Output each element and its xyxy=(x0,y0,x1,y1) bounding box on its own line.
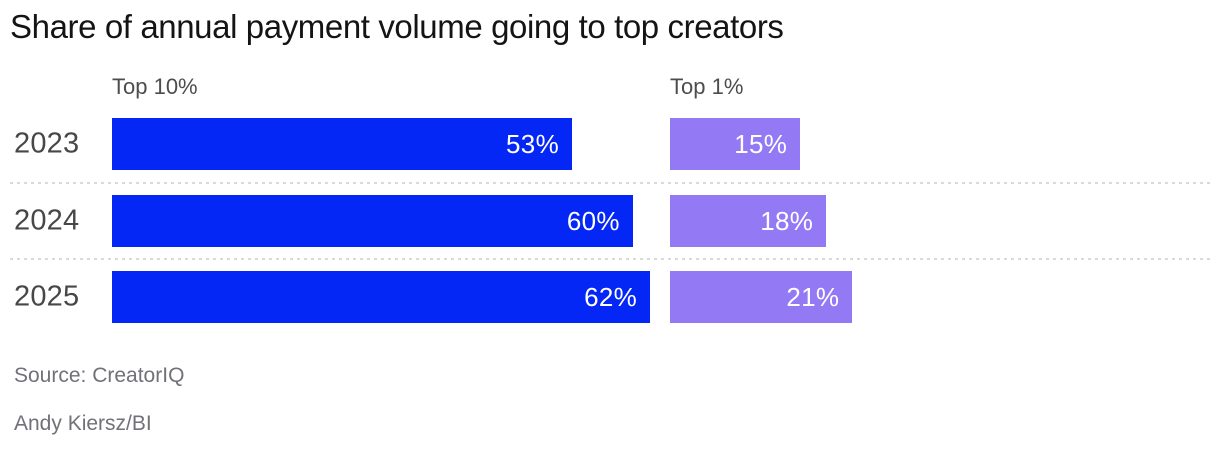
bar-top10-2025: 62% xyxy=(112,271,651,323)
bar-top1-2025: 21% xyxy=(670,271,853,323)
bar-value-label: 62% xyxy=(584,281,638,312)
chart-row-2024: 2024 60% 18% xyxy=(0,195,1220,247)
row-separator xyxy=(10,182,1210,184)
bar-value-label: 53% xyxy=(506,128,559,159)
year-label-2023: 2023 xyxy=(14,127,80,160)
chart-row-2025: 2025 62% 21% xyxy=(0,271,1220,323)
bar-value-label: 15% xyxy=(734,128,788,159)
bar-top1-2023: 15% xyxy=(670,118,801,170)
row-separator xyxy=(10,258,1210,260)
year-label-2024: 2024 xyxy=(14,204,80,237)
bar-value-label: 60% xyxy=(566,205,620,236)
bar-top10-2023: 53% xyxy=(112,118,572,170)
column-header-top10: Top 10% xyxy=(112,74,198,99)
author-byline: Andy Kiersz/BI xyxy=(14,412,152,435)
source-credit: Source: CreatorIQ xyxy=(14,364,185,387)
bar-value-label: 21% xyxy=(786,281,840,312)
bar-top10-2024: 60% xyxy=(112,195,633,247)
column-header-top1: Top 1% xyxy=(670,74,744,99)
bar-top1-2024: 18% xyxy=(670,195,827,247)
chart-row-2023: 2023 53% 15% xyxy=(0,118,1220,170)
year-label-2025: 2025 xyxy=(14,280,80,313)
bar-value-label: 18% xyxy=(760,205,814,236)
chart-title: Share of annual payment volume going to … xyxy=(10,8,784,45)
